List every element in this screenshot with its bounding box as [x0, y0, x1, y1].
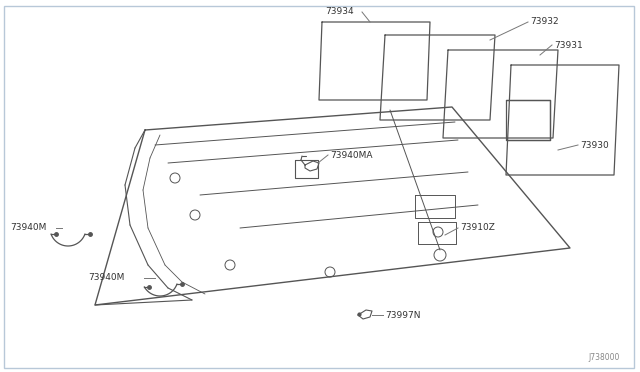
Text: 73930: 73930: [580, 141, 609, 150]
Text: 73940M: 73940M: [88, 273, 124, 282]
Text: 73934: 73934: [325, 7, 354, 16]
Text: 73997N: 73997N: [385, 311, 420, 320]
Text: 73940MA: 73940MA: [330, 151, 372, 160]
Text: J738000: J738000: [589, 353, 620, 362]
Text: 73932: 73932: [530, 17, 559, 26]
Text: 73910Z: 73910Z: [460, 224, 495, 232]
Text: 73940M: 73940M: [10, 224, 46, 232]
Text: 73931: 73931: [554, 41, 583, 49]
